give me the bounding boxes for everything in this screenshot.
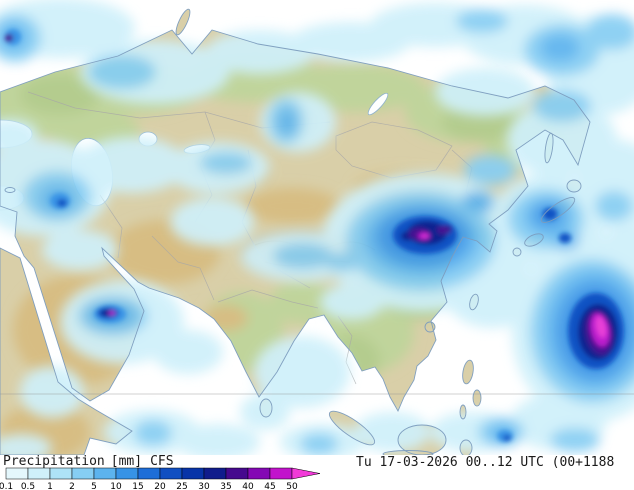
map-area (0, 0, 634, 455)
svg-text:40: 40 (242, 482, 254, 490)
svg-text:50: 50 (286, 482, 298, 490)
timestamp-label: Tu 17-03-2026 00..12 UTC (00+1188 (356, 455, 615, 470)
svg-text:15: 15 (132, 482, 143, 490)
svg-text:20: 20 (154, 482, 166, 490)
svg-text:0.1: 0.1 (0, 482, 13, 490)
weather-map (0, 0, 634, 455)
precip-color-scale: 0.1 0.5 1 2 5 10 15 20 25 30 35 40 45 50 (0, 467, 321, 490)
legend-bar: Precipitation [mm] CFS 0.1 0.5 1 2 5 10 15 20 25 30… (0, 454, 634, 490)
svg-text:0.5: 0.5 (21, 482, 35, 490)
svg-text:10: 10 (110, 482, 122, 490)
unit-label: [mm] (110, 454, 143, 469)
model-label: CFS (150, 454, 174, 469)
svg-text:25: 25 (176, 482, 187, 490)
parameter-label: Precipitation (3, 454, 105, 469)
svg-text:1: 1 (47, 482, 53, 490)
legend-title: Precipitation [mm] CFS (3, 454, 174, 469)
precipitation-layer-heavy (5, 29, 624, 442)
svg-text:2: 2 (69, 482, 75, 490)
svg-text:5: 5 (91, 482, 97, 490)
svg-text:45: 45 (264, 482, 275, 490)
svg-text:35: 35 (220, 482, 231, 490)
svg-text:30: 30 (198, 482, 210, 490)
